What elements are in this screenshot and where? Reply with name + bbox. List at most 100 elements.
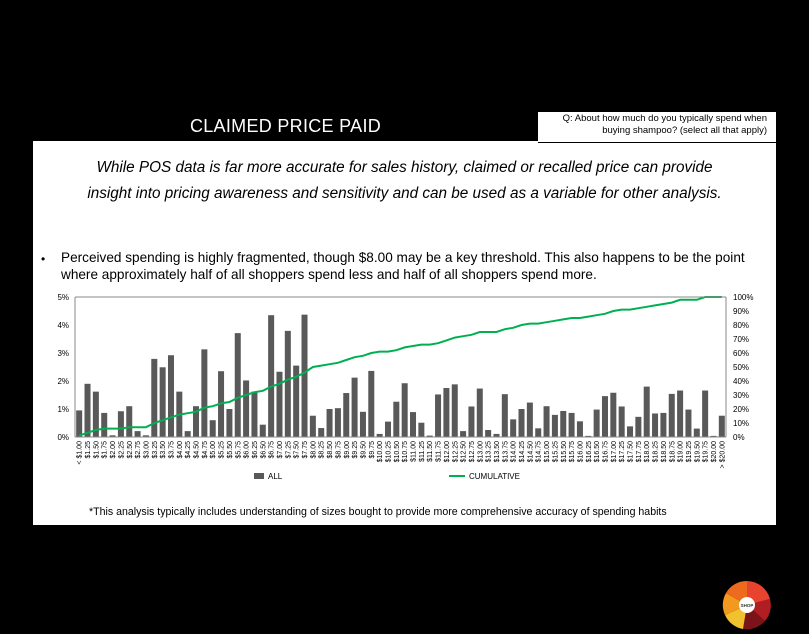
left-tick-label: 4%	[57, 321, 69, 330]
x-tick-label: $9.00	[344, 441, 351, 459]
x-tick-label: $7.00	[277, 441, 284, 459]
x-tick-label: $8.25	[319, 441, 326, 459]
bar	[251, 391, 258, 437]
bullet-line1: Perceived spending is highly fragmented,…	[61, 250, 745, 265]
bar	[677, 390, 684, 437]
bar	[201, 349, 208, 437]
bar	[718, 415, 725, 437]
bar	[318, 428, 325, 437]
bar	[343, 393, 350, 437]
x-tick-label: $14.75	[536, 441, 543, 463]
x-tick-label: $7.75	[302, 441, 309, 459]
x-tick-label: $10.50	[394, 441, 401, 463]
bar	[393, 401, 400, 437]
x-tick-label: $12.75	[469, 441, 476, 463]
x-tick-label: $6.00	[244, 441, 251, 459]
x-tick-label: $2.75	[135, 441, 142, 459]
survey-question: Q: About how much do you typically spend…	[541, 112, 771, 142]
bar	[276, 371, 283, 437]
x-tick-label: $14.25	[519, 441, 526, 463]
right-tick-label: 50%	[733, 363, 749, 372]
x-tick-label: $5.00	[210, 441, 217, 459]
bar	[384, 421, 391, 437]
x-tick-label: $1.25	[85, 441, 92, 459]
bar	[568, 412, 575, 437]
x-tick-label: $16.25	[586, 441, 593, 463]
bar	[243, 380, 250, 437]
x-tick-label: $18.50	[661, 441, 668, 463]
bar	[184, 431, 191, 437]
bar	[359, 411, 366, 437]
x-tick-label: $8.75	[335, 441, 342, 459]
x-tick-label: $3.50	[160, 441, 167, 459]
x-tick-label: $19.00	[678, 441, 685, 463]
bar	[501, 394, 508, 437]
x-tick-label: $19.75	[703, 441, 710, 463]
bar	[601, 396, 608, 437]
bar	[92, 391, 99, 437]
right-tick-label: 60%	[733, 349, 749, 358]
bar	[101, 412, 108, 437]
bar	[685, 409, 692, 437]
x-tick-label: $19.50	[694, 441, 701, 463]
x-tick-label: $8.50	[327, 441, 334, 459]
bar	[401, 383, 408, 437]
bar	[351, 377, 358, 437]
bar	[126, 406, 133, 437]
x-tick-label: $19.25	[686, 441, 693, 463]
x-tick-label: $7.25	[285, 441, 292, 459]
bar	[560, 410, 567, 437]
x-tick-label: $18.25	[653, 441, 660, 463]
x-tick-label: $15.75	[569, 441, 576, 463]
bullet-marker: •	[41, 252, 46, 266]
price-histogram-chart: 0% 1% 2% 3% 4% 5% 0% 10% 20% 30% 40% 50% 60% 70% 80% 9…	[57, 293, 753, 481]
bar	[526, 402, 533, 437]
x-tick-label: $3.75	[168, 441, 175, 459]
left-tick-label: 2%	[57, 377, 69, 386]
x-tick-label: > $20.00	[719, 441, 726, 469]
bar	[326, 409, 333, 437]
bar	[259, 424, 266, 437]
left-tick-label: 0%	[57, 433, 69, 442]
x-tick-label: $9.75	[369, 441, 376, 459]
x-tick-label: $17.75	[636, 441, 643, 463]
x-tick-label: $3.25	[152, 441, 159, 459]
x-tick-label: $1.50	[93, 441, 100, 459]
footnote: *This analysis typically includes unders…	[89, 506, 667, 518]
bar	[167, 355, 174, 437]
x-tick-label: $7.50	[294, 441, 301, 459]
bar	[627, 426, 634, 437]
x-tick-label: $8.00	[310, 441, 317, 459]
subtitle-line1: While POS data is far more accurate for …	[96, 159, 713, 176]
survey-question-line1: Q: About how much do you typically spend…	[562, 113, 767, 124]
question-box	[538, 112, 776, 143]
x-tick-label: $16.75	[602, 441, 609, 463]
x-tick-label: $16.50	[594, 441, 601, 463]
right-tick-label: 90%	[733, 307, 749, 316]
x-tick-label: $5.75	[235, 441, 242, 459]
legend: ALL CUMULATIVE	[254, 472, 520, 481]
bar	[510, 419, 517, 437]
axes	[74, 296, 727, 438]
slide: CLAIMED PRICE PAID Q: About how much do …	[33, 109, 776, 630]
bar	[460, 431, 467, 437]
x-tick-label: $20.00	[711, 441, 718, 463]
bar	[418, 422, 425, 437]
bar	[226, 409, 233, 437]
bar	[451, 384, 458, 437]
bar	[660, 412, 667, 437]
subtitle-line2: insight into pricing awareness and sensi…	[87, 185, 722, 202]
x-tick-label: $13.00	[477, 441, 484, 463]
left-tick-label: 3%	[57, 349, 69, 358]
bar	[284, 330, 291, 437]
x-tick-label: $6.25	[252, 441, 259, 459]
x-tick-label: $5.25	[219, 441, 226, 459]
bar	[668, 393, 675, 437]
right-tick-label: 80%	[733, 321, 749, 330]
x-tick-label: $16.00	[577, 441, 584, 463]
x-tick-label: $4.75	[202, 441, 209, 459]
bar	[593, 409, 600, 437]
page-title: CLAIMED PRICE PAID	[33, 112, 538, 141]
bar	[134, 431, 141, 437]
legend-swatch-all	[254, 473, 264, 479]
